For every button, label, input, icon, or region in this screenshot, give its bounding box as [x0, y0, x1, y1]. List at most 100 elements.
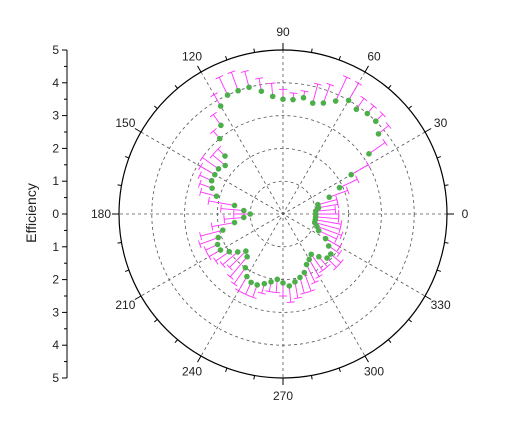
data-point: [324, 255, 330, 261]
angle-tick-label: 60: [367, 49, 381, 63]
error-bar: [220, 208, 244, 212]
data-point: [209, 185, 215, 191]
data-point: [269, 93, 276, 100]
error-bar-cap: [336, 249, 343, 258]
error-bar: [322, 84, 331, 104]
angle-tick-label: 120: [182, 49, 202, 63]
error-bar-cap: [313, 82, 322, 86]
error-bars: [197, 69, 392, 304]
error-bar-cap: [207, 196, 210, 205]
error-bar: [350, 164, 369, 176]
data-point: [316, 253, 322, 260]
error-bar-cap: [300, 291, 309, 295]
data-point: [222, 153, 228, 159]
data-point: [286, 283, 293, 289]
error-bar: [222, 251, 239, 265]
data-point: [234, 249, 241, 255]
error-bar-cap: [199, 232, 203, 241]
data-point: [345, 97, 352, 104]
error-bar-cap: [220, 204, 222, 213]
data-point: [327, 251, 334, 257]
error-bar-cap: [311, 280, 319, 285]
error-bar-cap: [210, 92, 218, 98]
error-bar: [329, 190, 348, 198]
data-point: [280, 96, 286, 102]
data-point: [325, 243, 332, 249]
error-bar-cap: [300, 90, 309, 93]
error-bar-cap: [337, 214, 340, 223]
angle-tick: [388, 339, 392, 344]
error-bar-cap: [210, 222, 214, 231]
error-bar-cap: [326, 82, 335, 87]
angle-tick: [225, 55, 228, 61]
error-bar-cap: [199, 187, 203, 196]
data-point: [332, 98, 339, 104]
data-point: [366, 150, 372, 157]
data-point: [303, 261, 310, 268]
error-bar-cap: [323, 263, 331, 270]
data-point: [290, 96, 296, 103]
error-bar-cap: [198, 162, 204, 171]
angle-tick-label: 150: [115, 116, 135, 130]
data-point: [217, 103, 224, 109]
error-bar-cap: [370, 103, 378, 109]
error-bar-cap: [240, 69, 249, 73]
radial-tick-label: 1: [52, 174, 59, 188]
angle-tick-label: 0: [462, 207, 469, 221]
error-bar-cap: [267, 82, 276, 85]
radial-tick-label: 5: [52, 43, 59, 57]
error-bar-cap: [265, 290, 274, 293]
data-point: [300, 94, 307, 101]
angle-tick: [253, 48, 256, 53]
data-point: [222, 162, 229, 169]
error-bar: [308, 259, 320, 277]
error-bar: [230, 72, 239, 91]
angle-tick: [197, 355, 202, 363]
angle-tick: [310, 375, 313, 380]
angle-tick: [174, 84, 178, 89]
error-bar-cap: [235, 288, 243, 294]
angle-tick: [424, 295, 432, 300]
error-bar-cap: [199, 154, 206, 162]
data-point: [244, 253, 250, 260]
data-point: [217, 247, 224, 253]
data-points: [208, 84, 382, 289]
error-bar: [317, 199, 337, 206]
angle-tick: [153, 319, 158, 323]
error-bar: [339, 178, 358, 189]
angle-tick-label: 330: [431, 298, 451, 312]
error-bar-cap: [334, 205, 337, 214]
data-point: [312, 214, 319, 220]
data-point: [242, 264, 249, 271]
error-bar-cap: [337, 259, 344, 266]
error-bar-cap: [337, 243, 343, 251]
data-point: [231, 219, 238, 226]
angle-tick-label: 270: [273, 389, 293, 403]
error-bar: [318, 203, 338, 209]
data-point: [216, 135, 223, 142]
error-bar: [224, 216, 244, 220]
angle-tick: [388, 84, 392, 89]
error-bar-cap: [315, 274, 323, 279]
data-point: [215, 166, 222, 172]
error-bar-cap: [340, 220, 343, 229]
data-point: [306, 256, 313, 263]
error-bar: [310, 254, 323, 271]
data-point: [240, 214, 247, 221]
data-point: [212, 171, 218, 178]
data-point: [224, 92, 231, 98]
data-point: [247, 211, 253, 217]
data-point: [248, 279, 254, 286]
angle-tick-label: 180: [91, 207, 111, 221]
data-point: [372, 118, 379, 125]
data-point: [235, 87, 241, 94]
angle-tick: [436, 156, 442, 159]
error-bar: [211, 222, 235, 227]
radial-tick-label: 2: [52, 273, 59, 287]
error-bar-cap: [241, 292, 250, 297]
angle-tick: [408, 319, 413, 323]
data-point: [213, 193, 220, 199]
data-point: [375, 131, 382, 137]
data-point: [364, 110, 371, 117]
error-bar-cap: [379, 111, 386, 118]
